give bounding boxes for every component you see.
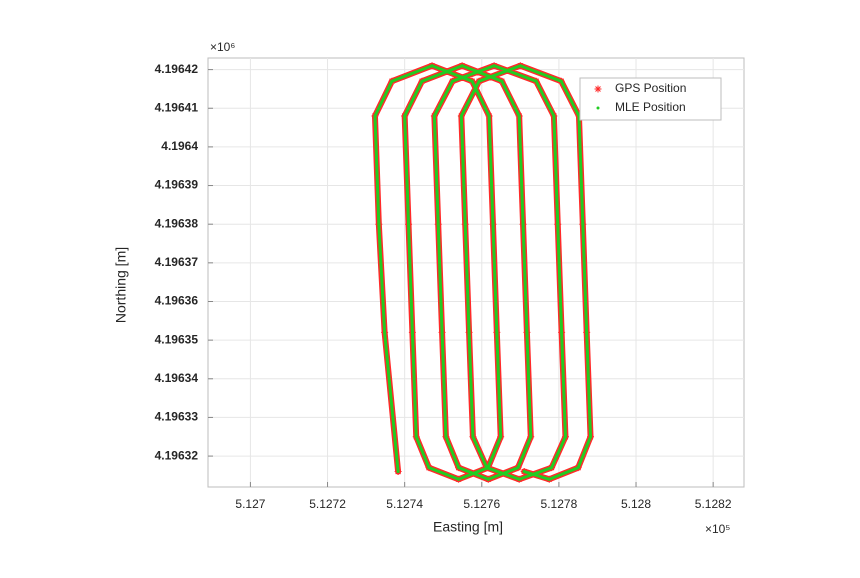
mle-marker (495, 330, 499, 334)
grid (208, 58, 744, 487)
mle-marker (487, 114, 491, 118)
mle-marker (470, 79, 474, 83)
mle-marker (420, 79, 424, 83)
mle-marker (559, 79, 563, 83)
legend-box (579, 77, 722, 121)
mle-marker (491, 222, 495, 226)
mle-marker (547, 477, 551, 481)
mle-marker (457, 466, 461, 470)
mle-marker (576, 466, 580, 470)
series-line (373, 64, 593, 481)
y-tick-label: 4.19636 (155, 294, 199, 308)
y-tick-label: 4.19634 (155, 371, 199, 385)
mle-marker (471, 435, 475, 439)
mle-marker (589, 435, 593, 439)
marks (371, 62, 595, 483)
y-tick-label: 4.19638 (155, 216, 199, 230)
mle-marker (467, 330, 471, 334)
mle-marker (563, 435, 567, 439)
mle-marker (518, 64, 522, 68)
mle-marker (585, 330, 589, 334)
mle-marker (550, 466, 554, 470)
legend-marker (594, 85, 602, 93)
mle-marker (521, 222, 525, 226)
mle-marker (390, 79, 394, 83)
x-exponent: ×10⁵ (705, 522, 730, 536)
mle-marker (459, 114, 463, 118)
mle-marker (556, 222, 560, 226)
mle-marker (529, 435, 533, 439)
mle-marker (440, 330, 444, 334)
y-tick-label: 4.19642 (155, 62, 199, 76)
mle-marker (517, 114, 521, 118)
x-tick-label: 5.1274 (386, 497, 423, 511)
mle-marker (377, 222, 381, 226)
x-tick-label: 5.127 (235, 497, 265, 511)
mle-marker (560, 330, 564, 334)
y-tick-label: 4.19632 (155, 448, 199, 462)
mle-marker (485, 466, 489, 470)
legend-marker (596, 106, 600, 110)
mle-marker (383, 330, 387, 334)
y-axis-label: Northing [m] (113, 247, 129, 323)
mle-marker (522, 470, 526, 474)
mle-marker (396, 470, 400, 474)
y-tick-label: 4.19633 (155, 410, 199, 424)
x-tick-label: 5.1278 (541, 497, 578, 511)
plot-area (207, 57, 745, 488)
legend-label: GPS Position (615, 81, 686, 95)
mle-marker (492, 64, 496, 68)
mle-marker (407, 222, 411, 226)
legend: GPS Position MLE Position (579, 77, 722, 121)
mle-marker (499, 435, 503, 439)
y-tick-label: 4.19639 (155, 178, 199, 192)
mle-marker (403, 114, 407, 118)
mle-marker (516, 466, 520, 470)
mle-marker (552, 114, 556, 118)
mle-marker (430, 64, 434, 68)
y-tick-label: 4.19635 (155, 332, 199, 346)
mle-marker (373, 114, 377, 118)
mle-marker (525, 330, 529, 334)
mle-marker (457, 477, 461, 481)
mle-marker (463, 222, 467, 226)
mle-marker (534, 79, 538, 83)
mle-marker (460, 64, 464, 68)
y-exponent: ×10⁶ (210, 40, 235, 54)
mle-marker (414, 435, 418, 439)
y-tick-label: 4.1964 (161, 139, 198, 153)
mle-marker (436, 222, 440, 226)
mle-marker (517, 477, 521, 481)
x-tick-label: 5.1282 (695, 497, 732, 511)
mle-marker (500, 79, 504, 83)
mle-marker (477, 79, 481, 83)
mle-marker (410, 330, 414, 334)
y-tick-label: 4.19637 (155, 255, 199, 269)
mle-marker (444, 435, 448, 439)
mle-marker (450, 79, 454, 83)
x-tick-label: 5.128 (621, 497, 651, 511)
mle-marker (486, 477, 490, 481)
y-tick-label: 4.19641 (155, 100, 199, 114)
x-axis-label: Easting [m] (433, 519, 503, 535)
x-tick-label: 5.1272 (309, 497, 346, 511)
mle-marker (432, 114, 436, 118)
mle-marker (427, 466, 431, 470)
legend-label: MLE Position (615, 100, 686, 114)
mle-marker (581, 222, 585, 226)
x-tick-label: 5.1276 (463, 497, 500, 511)
